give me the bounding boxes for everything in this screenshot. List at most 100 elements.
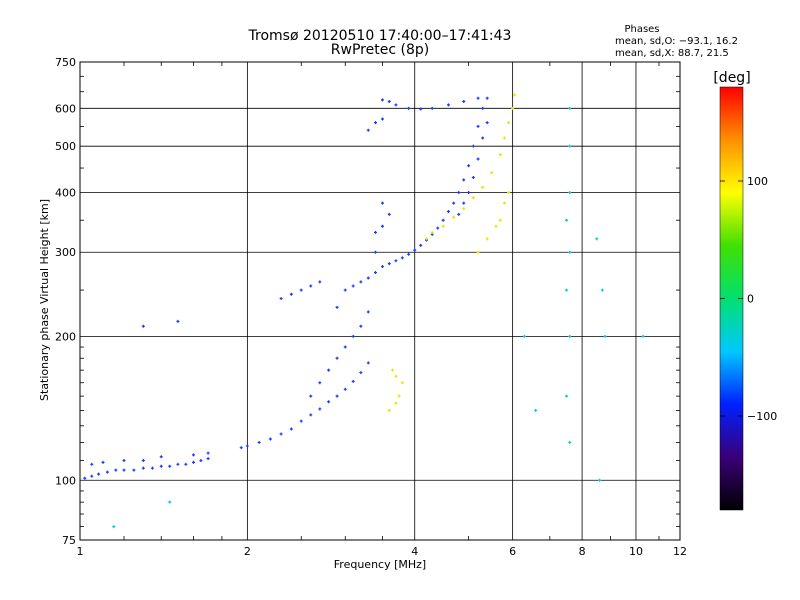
y-tick-label: 500 [55,140,76,153]
data-point [380,98,384,102]
data-point [359,280,363,284]
data-point [318,381,322,385]
data-point [373,250,377,254]
data-point [394,259,398,263]
data-point [485,96,489,100]
data-point [476,124,480,128]
data-point [457,212,461,216]
data-point [471,196,475,200]
data-point [485,121,489,125]
data-point [268,437,272,441]
data-points-layer [83,93,645,529]
data-point [441,224,445,228]
data-point [309,413,313,417]
data-point [522,334,526,338]
data-point [452,201,456,205]
data-point [413,248,417,252]
data-point [206,457,210,461]
data-point [498,218,502,222]
data-point [446,103,450,107]
data-point [502,136,506,140]
data-point [184,462,188,466]
data-point [467,190,471,194]
data-point [351,284,355,288]
data-point [289,292,293,296]
data-point [335,394,339,398]
x-tick-label: 8 [579,545,586,558]
data-point [568,190,572,194]
data-point [141,458,145,462]
data-point [168,500,172,504]
data-point [565,288,569,292]
data-point [343,288,347,292]
data-point [279,297,283,301]
data-point [598,478,602,482]
data-point [176,462,180,466]
data-point [534,408,538,412]
data-point [391,368,395,372]
data-point [436,226,440,230]
data-point [457,190,461,194]
data-point [150,466,154,470]
data-point [476,157,480,161]
data-point [407,252,411,256]
data-point [289,427,293,431]
data-point [112,525,116,529]
data-point [343,387,347,391]
data-point [318,407,322,411]
data-point [351,334,355,338]
data-point [245,444,249,448]
x-tick-label: 1 [77,545,84,558]
data-point [565,394,569,398]
data-point [471,175,475,179]
x-tick-label: 6 [509,545,516,558]
data-point [600,288,604,292]
data-point [568,440,572,444]
x-tick-label: 2 [244,545,251,558]
data-point [568,106,572,110]
data-point [114,468,118,472]
data-point [568,250,572,254]
data-point [507,190,511,194]
data-point [373,230,377,234]
data-point [359,371,363,375]
x-axis-label: Frequency [MHz] [334,558,426,571]
data-point [318,280,322,284]
data-point [419,243,423,247]
data-point [141,324,145,328]
data-point [257,440,261,444]
data-point [425,237,429,241]
y-tick-label: 100 [55,474,76,487]
data-point [159,455,163,459]
data-point [299,419,303,423]
data-point [568,144,572,148]
data-point [380,224,384,228]
data-point [467,164,471,168]
data-point [309,394,313,398]
data-point [373,271,377,275]
data-point [494,224,498,228]
data-point [176,319,180,323]
data-point [199,458,203,462]
data-point [299,288,303,292]
data-point [359,324,363,328]
data-point [191,460,195,464]
data-point [462,178,466,182]
chart-subtitle: RwPretec (8p) [331,42,429,58]
y-tick-label: 600 [55,102,76,115]
data-point [481,185,485,189]
data-point [97,472,101,476]
y-tick-label: 400 [55,186,76,199]
x-tick-layer: 1 2 4 6 8 10 12 [77,545,688,558]
y-axis-label: Stationary phase Virtual Height [km] [38,199,51,401]
data-point [366,276,370,280]
data-point [400,256,404,260]
data-point [568,334,572,338]
colorbar-tick-label: −100 [747,410,777,423]
data-point [366,361,370,365]
colorbar-tick-layer: 100 0 −100 [720,175,777,423]
data-point [394,103,398,107]
colorbar-tick-label: 0 [747,293,754,306]
data-point [387,408,391,412]
